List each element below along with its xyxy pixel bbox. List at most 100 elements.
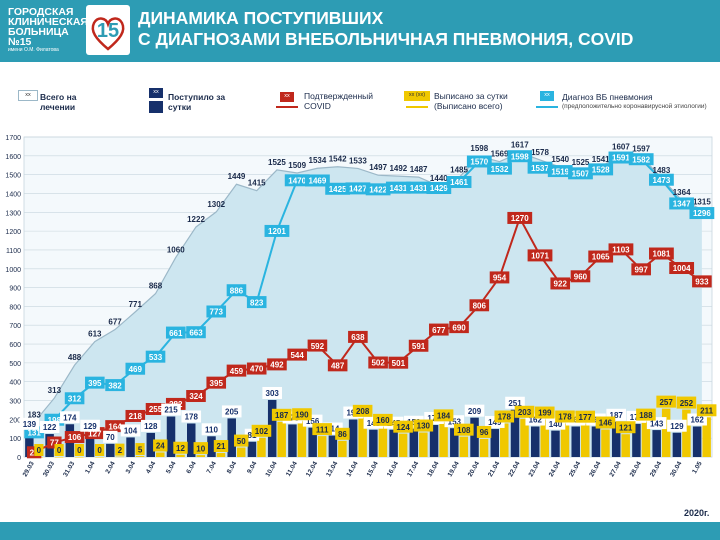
label-pneumonia: 663 [189,328,203,337]
header-bar: ГОРОДСКАЯ КЛИНИЧЕСКАЯ БОЛЬНИЦА №15 имени… [0,0,720,62]
bar-admitted [126,437,135,457]
legend-admitted-swatch: xx [149,88,163,98]
label-total: 1492 [389,164,407,173]
label-discharged-box [193,442,208,455]
label-discharged: 12 [176,444,185,453]
x-tick-label: 23.04 [528,460,542,478]
x-tick-label: 28.04 [629,460,643,478]
label-pneumonia: 1570 [470,158,488,167]
label-total: 313 [48,386,62,395]
label-pneumonia-box [284,174,310,187]
label-pneumonia: 1537 [531,164,549,173]
label-covid-box [527,249,553,262]
label-covid-box [287,348,307,361]
x-tick-label: 8.04 [226,460,239,475]
label-admitted: 156 [306,417,320,426]
label-discharged: 252 [680,399,694,408]
label-covid-box [469,299,490,312]
y-tick-label: 600 [9,342,21,349]
bar-discharged [176,454,185,457]
label-discharged: 177 [579,413,593,422]
bar-admitted [348,419,358,457]
x-tick-label: 15.04 [366,460,380,478]
bar-admitted [531,426,540,457]
label-covid: 638 [351,333,365,342]
label-covid-box [631,263,651,276]
label-discharged: 124 [396,423,410,432]
bar-discharged [479,438,489,457]
x-tick-label: 24.04 [548,460,562,478]
x-tick-label: 10.04 [264,460,278,478]
label-admitted: 129 [83,422,97,431]
label-admitted-box [181,410,202,423]
y-tick-label: 1400 [5,191,21,198]
label-covid: 1103 [612,246,630,255]
bar-discharged [277,421,286,457]
label-pneumonia-box [246,296,267,309]
label-pneumonia: 1296 [693,209,711,218]
label-pneumonia-box [264,224,290,237]
label-discharged: 111 [316,425,329,434]
label-discharged: 188 [639,411,653,420]
label-discharged: 5 [138,445,143,454]
bar-admitted [207,436,216,457]
label-pneumonia-box [165,326,186,339]
bar-admitted [288,424,297,457]
bar-discharged [236,447,246,457]
label-discharged-box [555,410,575,423]
label-admitted: 110 [205,425,218,434]
label-covid-box [669,262,695,275]
label-discharged-box [292,408,312,421]
label-total: 1509 [288,161,306,170]
label-pneumonia-box [325,182,351,195]
label-covid: 954 [493,274,507,283]
label-covid-box [408,339,429,352]
label-covid-box [226,364,247,377]
series-line-covid [33,215,703,454]
bar-discharged [115,456,125,458]
page-title: ДИНАМИКА ПОСТУПИВШИХ С ДИАГНОЗАМИ ВНЕБОЛ… [138,8,708,50]
label-pneumonia: 1591 [612,154,630,163]
label-discharged: 130 [417,422,431,431]
label-pneumonia-box [426,182,452,195]
label-pneumonia-box [206,305,227,318]
logo-line-2: КЛИНИЧЕСКАЯ [8,16,88,28]
label-discharged-box [94,444,105,456]
bar-discharged [75,457,84,458]
bar-admitted [672,432,682,457]
label-total: 1302 [207,200,225,209]
label-covid-box [507,211,533,224]
legend-covid-line-icon [276,106,298,108]
bar-discharged [682,409,691,457]
label-covid: 1004 [673,264,691,273]
bar-admitted [591,426,601,457]
label-discharged: 108 [457,426,471,435]
bar-admitted [227,418,236,457]
label-covid: 806 [473,301,487,310]
label-admitted: 122 [43,423,57,432]
label-discharged: 0 [57,446,62,455]
label-discharged: 21 [217,442,226,451]
label-covid: 1071 [531,252,549,261]
label-covid: 459 [230,367,244,376]
label-total: 1222 [187,215,205,224]
label-pneumonia-box [385,181,411,194]
label-covid-box [429,323,449,336]
hospital-logo-text: ГОРОДСКАЯ КЛИНИЧЕСКАЯ БОЛЬНИЦА №15 имени… [8,7,88,54]
label-covid: 324 [189,392,203,401]
label-pneumonia: 1427 [349,185,367,194]
label-admitted: 143 [650,419,664,428]
label-total: 488 [68,353,82,362]
label-total: 1483 [653,166,671,175]
label-pneumonia: 1507 [572,170,590,179]
label-total: 1533 [349,156,367,165]
label-pneumonia-box [487,162,512,175]
label-admitted: 162 [529,416,543,425]
y-tick-label: 1600 [5,154,21,161]
bar-admitted [450,428,459,457]
legend-total-label: Всего на лечении [40,92,76,112]
bar-admitted [409,428,419,457]
x-tick-label: 21.04 [487,460,501,478]
x-tick-label: 14.04 [345,460,359,478]
